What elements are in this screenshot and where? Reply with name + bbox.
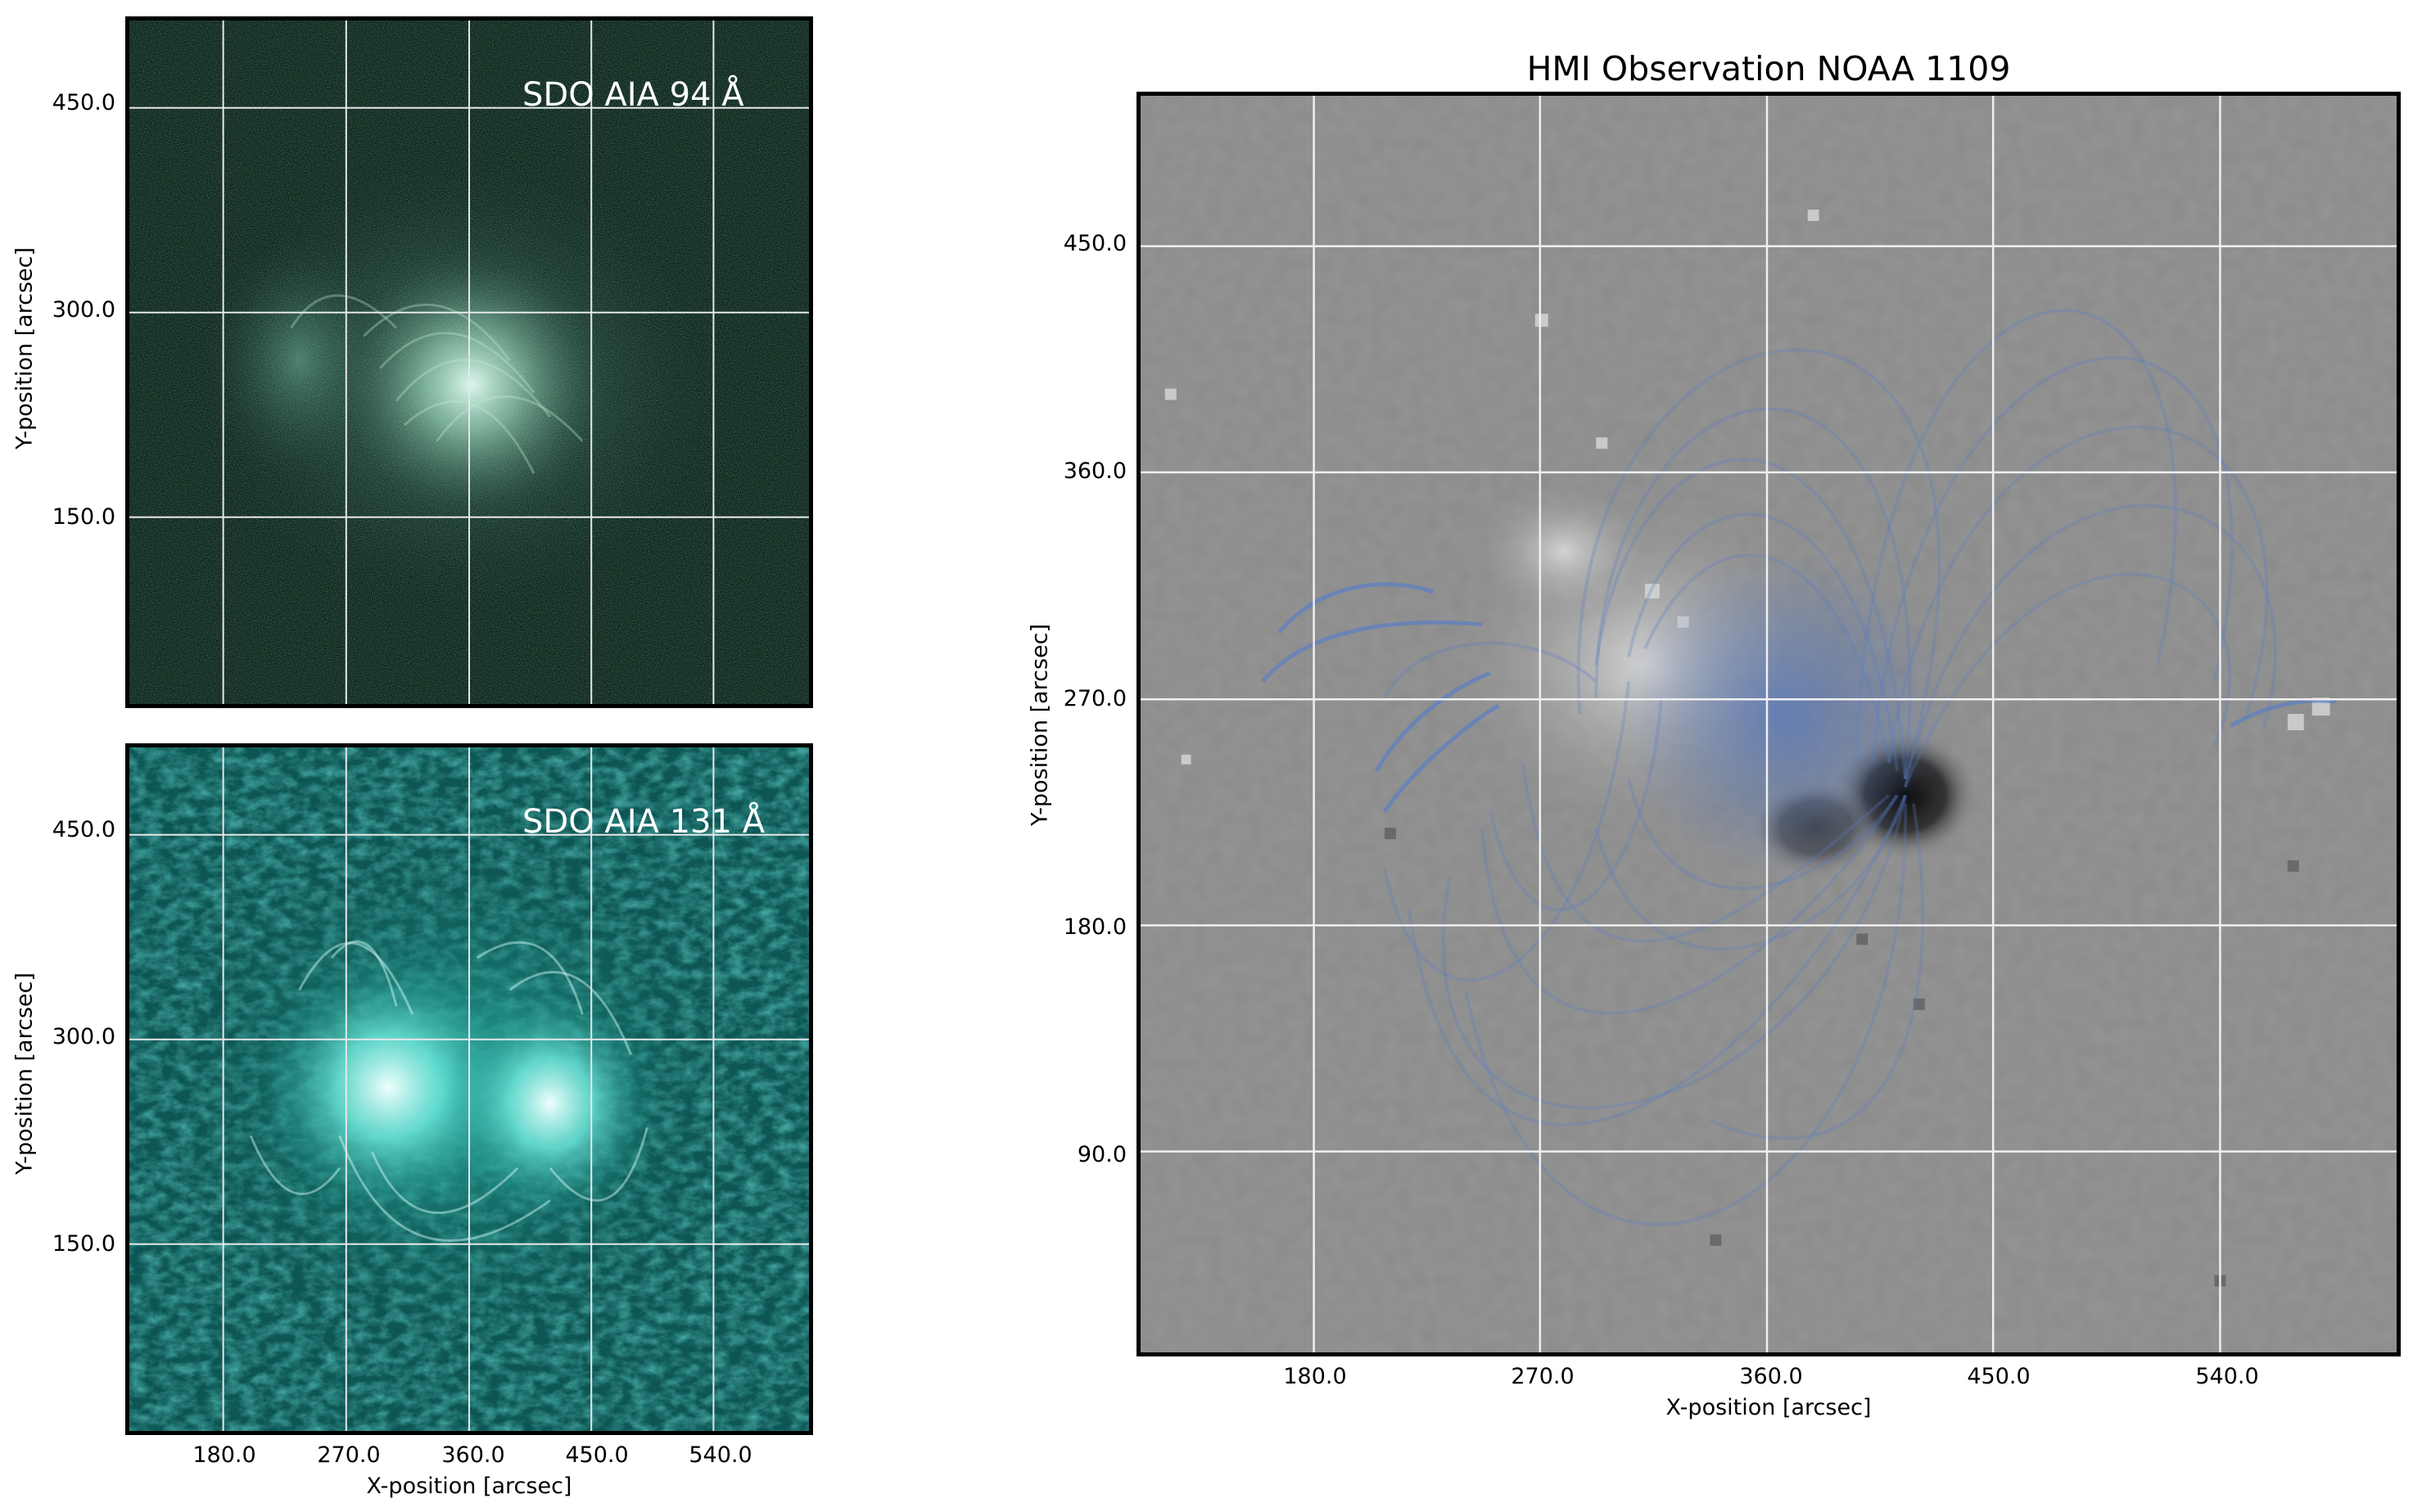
aia-131-image xyxy=(129,747,809,1431)
hmi-magnetogram xyxy=(1141,96,2397,1352)
aia-131-ylabel: Y-position [arcsec] xyxy=(11,972,38,1176)
hmi-ylabel: Y-position [arcsec] xyxy=(1027,623,1053,827)
hmi-xlabel: X-position [arcsec] xyxy=(1665,1395,1872,1420)
aia-131-xtick-540: 540.0 xyxy=(689,1442,752,1468)
aia-131-xlabel: X-position [arcsec] xyxy=(366,1474,572,1499)
aia-131-xtick-180: 180.0 xyxy=(192,1442,256,1468)
aia-131-ytick-450: 450.0 xyxy=(52,817,115,842)
aia-131-xtick-450: 450.0 xyxy=(565,1442,629,1468)
aia-131-label: SDO AIA 131 Å xyxy=(522,803,766,841)
aia-131-grid xyxy=(129,747,809,1431)
aia-94-image-panel: SDO AIA 94 Å xyxy=(125,16,813,708)
field-line-cluster xyxy=(1620,551,1946,877)
aia-94-label: SDO AIA 94 Å xyxy=(522,76,744,114)
hmi-open-field-lines xyxy=(1261,582,2337,813)
aia-94-ytick-300: 300.0 xyxy=(52,297,115,323)
hmi-ytick-270: 270.0 xyxy=(1063,686,1127,711)
aia-131-ytick-300: 300.0 xyxy=(52,1024,115,1049)
aia-131-ytick-150: 150.0 xyxy=(52,1231,115,1257)
aia-131-xtick-270: 270.0 xyxy=(317,1442,381,1468)
hmi-xtick-180: 180.0 xyxy=(1283,1364,1347,1389)
aia-94-image xyxy=(129,20,809,704)
aia-131-image-panel: SDO AIA 131 Å xyxy=(125,743,813,1435)
hmi-field-lines xyxy=(1383,309,2277,1226)
aia-94-ytick-450: 450.0 xyxy=(52,90,115,115)
hmi-ytick-90: 90.0 xyxy=(1077,1142,1127,1167)
hmi-image-panel xyxy=(1136,92,2401,1356)
hmi-xtick-360: 360.0 xyxy=(1739,1364,1803,1389)
hmi-ytick-450: 450.0 xyxy=(1063,231,1127,256)
hmi-xtick-270: 270.0 xyxy=(1511,1364,1575,1389)
hmi-title: HMI Observation NOAA 1109 xyxy=(1526,49,2011,88)
aia-131-xtick-360: 360.0 xyxy=(441,1442,505,1468)
aia-94-grid xyxy=(129,20,809,704)
aia-94-ylabel: Y-position [arcsec] xyxy=(11,246,38,450)
aia-94-ytick-150: 150.0 xyxy=(52,504,115,530)
hmi-ytick-180: 180.0 xyxy=(1063,914,1127,940)
hmi-xtick-540: 540.0 xyxy=(2195,1364,2259,1389)
hmi-ytick-360: 360.0 xyxy=(1063,458,1127,484)
hmi-xtick-450: 450.0 xyxy=(1967,1364,2031,1389)
hmi-grid xyxy=(1141,96,2397,1352)
